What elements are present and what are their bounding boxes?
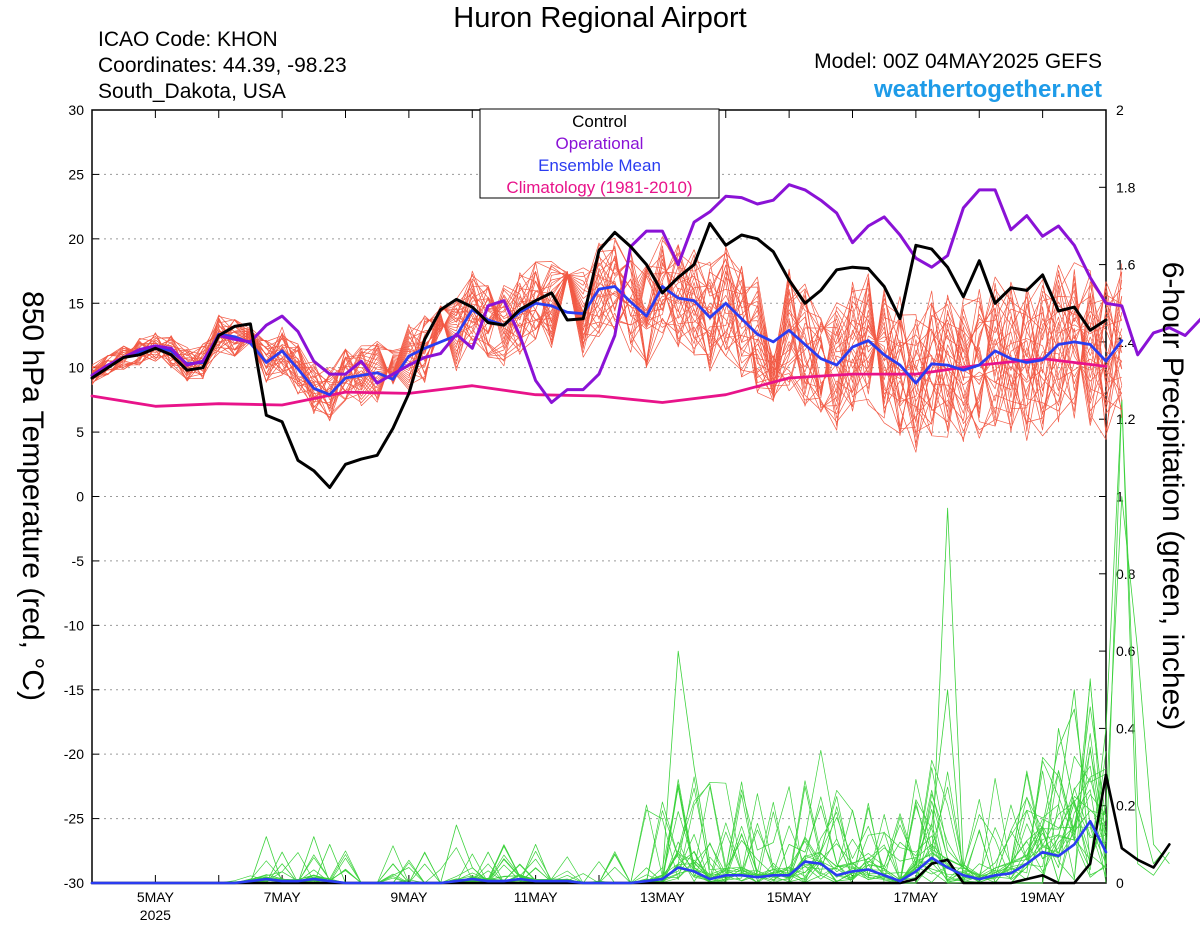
ensemble-member-line xyxy=(91,263,1123,436)
legend-entry: Ensemble Mean xyxy=(538,156,661,175)
legend-entry: Climatology (1981-2010) xyxy=(506,178,692,197)
climatology-line xyxy=(90,357,1108,408)
y2-axis-label: 6-hour Precipitation (green, inches) xyxy=(1156,261,1189,731)
mean-precip-line xyxy=(90,819,1108,885)
ensemble-mean-line xyxy=(90,285,1124,397)
operational-line xyxy=(90,183,1200,404)
legend-entry: Operational xyxy=(556,134,644,153)
y-tick-label: 20 xyxy=(68,231,84,247)
ensemble-member-line xyxy=(91,252,1122,442)
axis-ticks: 302520151050-5-10-15-20-25-3021.81.61.41… xyxy=(64,102,1136,923)
y-tick-label: 25 xyxy=(68,166,84,182)
legend: Control Operational Ensemble Mean Climatolo… xyxy=(479,108,720,199)
precip-member-line xyxy=(92,678,1107,884)
y-tick-label: 10 xyxy=(68,360,84,376)
precip-member-line xyxy=(92,767,1107,884)
y-tick-label: -30 xyxy=(64,875,84,891)
x-tick-label: 11MAY xyxy=(514,889,558,905)
y2-tick-label: 1.6 xyxy=(1116,257,1136,273)
precip-layer xyxy=(92,399,1170,884)
chart-title: Huron Regional Airport xyxy=(453,2,747,34)
ensemble-member-line xyxy=(91,246,1123,401)
ensemble-member-line xyxy=(91,276,1122,433)
y-tick-label: -5 xyxy=(72,553,85,569)
x-tick-label: 17MAY xyxy=(893,889,939,905)
precip-member-line xyxy=(92,755,1107,884)
x-tick-label: 7MAY xyxy=(264,889,302,905)
location: South_Dakota, USA xyxy=(98,80,286,103)
y-tick-label: -20 xyxy=(64,746,84,762)
x-tick-sublabel: 2025 xyxy=(140,907,171,923)
y-tick-label: 30 xyxy=(68,102,84,118)
y2-tick-label: 2 xyxy=(1116,102,1124,118)
y2-tick-label: 0.8 xyxy=(1116,566,1136,582)
y-tick-label: -15 xyxy=(64,682,84,698)
x-tick-label: 13MAY xyxy=(640,889,686,905)
ensemble-member-line xyxy=(91,262,1123,423)
precip-member-line xyxy=(92,765,1107,884)
precip-member-line xyxy=(92,759,1107,884)
ensemble-member-line xyxy=(91,244,1123,410)
precip-member-line xyxy=(92,399,1170,884)
precip-member-line xyxy=(92,399,1170,884)
y2-tick-label: 1 xyxy=(1116,489,1124,505)
coordinates: Coordinates: 44.39, -98.23 xyxy=(98,54,347,77)
main-series-layer xyxy=(90,183,1200,885)
y2-tick-label: 0 xyxy=(1116,875,1124,891)
legend-box xyxy=(479,108,720,199)
x-tick-label: 9MAY xyxy=(390,889,428,905)
y2-tick-label: 1.2 xyxy=(1116,411,1136,427)
y-axis-label: 850 hPa Temperature (red, °C) xyxy=(16,291,49,701)
y-tick-label: -25 xyxy=(64,811,84,827)
site-link[interactable]: weathertogether.net xyxy=(873,76,1102,103)
x-tick-label: 15MAY xyxy=(767,889,813,905)
y-tick-label: 5 xyxy=(76,424,84,440)
y2-tick-label: 1.8 xyxy=(1116,179,1136,195)
y2-tick-label: 0.2 xyxy=(1116,798,1136,814)
control-line xyxy=(90,221,1108,489)
model-run: Model: 00Z 04MAY2025 GEFS xyxy=(814,50,1102,73)
y2-tick-label: 0.4 xyxy=(1116,720,1136,736)
legend-entry: Control xyxy=(572,112,627,131)
icao-code: ICAO Code: KHON xyxy=(98,28,278,51)
y-tick-label: 15 xyxy=(68,295,84,311)
y-tick-label: 0 xyxy=(76,489,84,505)
y-tick-label: -10 xyxy=(64,617,84,633)
x-tick-label: 5MAY xyxy=(137,889,175,905)
x-tick-label: 19MAY xyxy=(1020,889,1066,905)
precip-member-line xyxy=(92,496,1170,884)
precip-member-line xyxy=(92,770,1107,884)
precip-member-line xyxy=(92,706,1107,884)
y2-tick-label: 0.6 xyxy=(1116,643,1136,659)
precip-member-line xyxy=(92,768,1107,884)
ensemble-members-layer xyxy=(91,236,1123,453)
